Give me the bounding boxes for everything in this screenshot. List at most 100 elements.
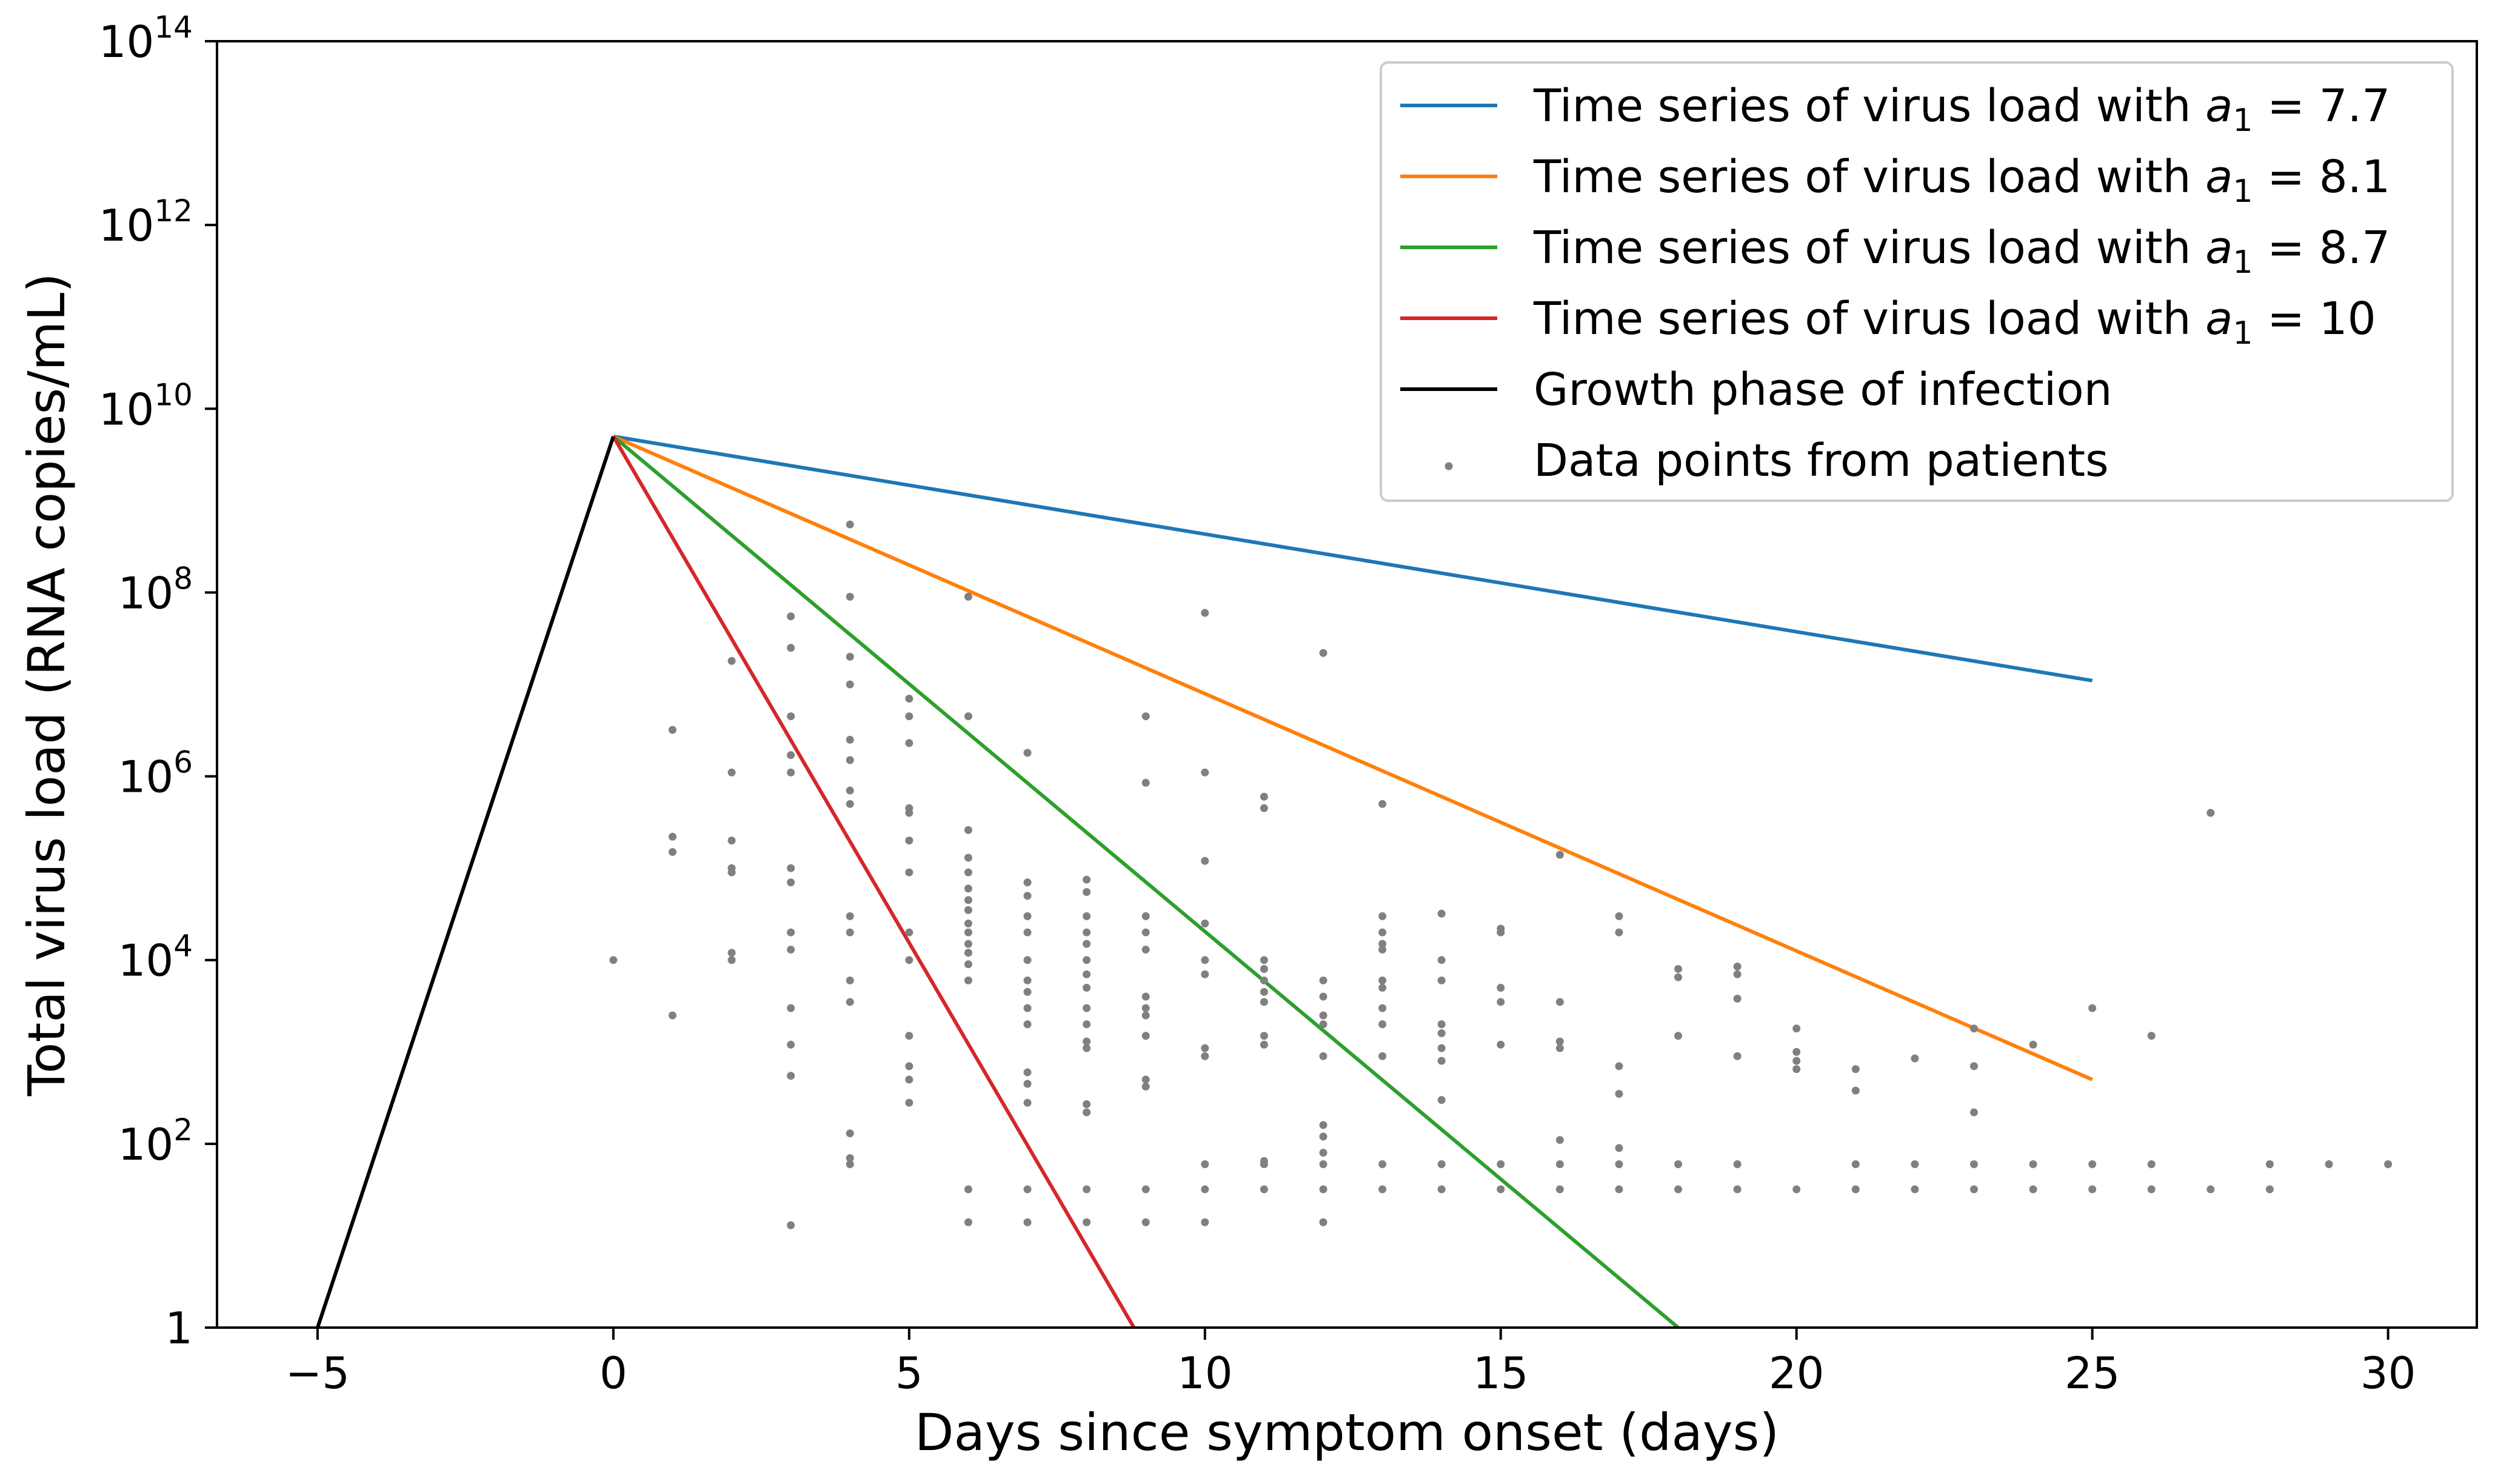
data-point xyxy=(1201,1218,1209,1226)
data-point xyxy=(1911,1185,1919,1194)
data-point xyxy=(1083,1020,1091,1029)
data-point xyxy=(1319,1121,1328,1129)
series-line-1 xyxy=(613,434,2093,683)
data-point xyxy=(1141,778,1150,787)
data-point xyxy=(1851,1185,1860,1194)
data-point xyxy=(668,832,676,841)
data-point xyxy=(964,1185,972,1194)
y-tick-label: 1012 xyxy=(99,193,193,251)
data-point xyxy=(1674,973,1683,981)
data-point xyxy=(1260,964,1268,973)
data-point xyxy=(1378,1185,1387,1194)
data-point xyxy=(1911,1160,1919,1168)
data-point xyxy=(787,768,795,777)
data-point xyxy=(2029,1040,2037,1049)
data-point xyxy=(1319,1160,1328,1168)
y-axis: 1 102 104 106 108 1010 1012 1014 xyxy=(99,10,217,1354)
data-point xyxy=(668,726,676,734)
data-point xyxy=(1792,1057,1801,1065)
data-point xyxy=(1555,1037,1564,1046)
data-point xyxy=(1083,1004,1091,1012)
data-point xyxy=(2325,1160,2333,1168)
data-point xyxy=(1141,1011,1150,1020)
data-point xyxy=(964,592,972,601)
data-point xyxy=(964,960,972,969)
data-point xyxy=(1615,1089,1623,1098)
data-point xyxy=(1792,1185,1801,1194)
data-point xyxy=(1023,976,1032,984)
data-point xyxy=(1260,1040,1268,1049)
data-point xyxy=(964,896,972,904)
data-point xyxy=(1378,1052,1387,1060)
data-point xyxy=(1969,1160,1978,1168)
data-point xyxy=(1497,998,1505,1006)
data-point xyxy=(1555,1185,1564,1194)
data-point xyxy=(1141,992,1150,1001)
data-point xyxy=(1378,1004,1387,1012)
data-point xyxy=(1141,712,1150,721)
data-point xyxy=(846,1160,854,1168)
data-point xyxy=(787,1040,795,1049)
data-point xyxy=(2147,1160,2156,1168)
data-point xyxy=(846,928,854,937)
data-point xyxy=(1615,1185,1623,1194)
data-point xyxy=(2088,1160,2097,1168)
data-point xyxy=(1733,1052,1742,1060)
data-point xyxy=(1615,1160,1623,1168)
data-point xyxy=(964,884,972,893)
data-point xyxy=(1674,964,1683,973)
data-point xyxy=(787,878,795,887)
data-point xyxy=(1023,892,1032,900)
data-point xyxy=(2265,1185,2274,1194)
data-point xyxy=(1674,1032,1683,1040)
data-point xyxy=(1201,1044,1209,1052)
data-point xyxy=(787,864,795,872)
data-point xyxy=(1260,998,1268,1006)
data-point xyxy=(1023,912,1032,920)
data-point xyxy=(964,928,972,937)
y-tick-label: 106 xyxy=(118,745,193,803)
data-point xyxy=(727,768,736,777)
data-point xyxy=(1497,983,1505,992)
data-point xyxy=(1201,1160,1209,1168)
data-point xyxy=(846,912,854,920)
data-point xyxy=(1437,956,1446,964)
data-point xyxy=(1023,1080,1032,1088)
plot-frame xyxy=(216,40,2478,1329)
data-point xyxy=(1319,649,1328,657)
data-point xyxy=(787,612,795,621)
data-point xyxy=(1319,976,1328,984)
data-point xyxy=(1851,1086,1860,1095)
data-point xyxy=(1437,1020,1446,1029)
data-point xyxy=(1201,1052,1209,1060)
data-point xyxy=(2088,1185,2097,1194)
data-point xyxy=(1733,1160,1742,1168)
data-point xyxy=(1083,983,1091,992)
data-point xyxy=(905,694,913,703)
data-point xyxy=(1083,1185,1091,1194)
data-point xyxy=(1083,1100,1091,1108)
data-point xyxy=(905,739,913,747)
data-point xyxy=(727,837,736,845)
data-point xyxy=(727,657,736,665)
data-point xyxy=(1319,1011,1328,1020)
data-point xyxy=(846,998,854,1006)
data-point xyxy=(1141,1075,1150,1084)
data-point xyxy=(905,1075,913,1084)
data-point xyxy=(787,945,795,954)
data-point xyxy=(1260,1032,1268,1040)
series-line-4 xyxy=(612,435,1136,1329)
data-point xyxy=(1260,1160,1268,1168)
data-point xyxy=(727,949,736,957)
data-point xyxy=(1201,919,1209,927)
x-axis: −5 0 5 10 15 20 25 30 xyxy=(286,1328,2416,1399)
data-point xyxy=(2147,1032,2156,1040)
data-point xyxy=(2029,1185,2037,1194)
data-point xyxy=(964,976,972,984)
x-tick-label: −5 xyxy=(286,1348,350,1399)
legend-label: Time series of virus load with a1 = 8.1 xyxy=(1533,151,2390,210)
data-point xyxy=(787,928,795,937)
data-point xyxy=(668,1011,676,1020)
data-point xyxy=(1260,976,1268,984)
data-point xyxy=(1733,962,1742,971)
